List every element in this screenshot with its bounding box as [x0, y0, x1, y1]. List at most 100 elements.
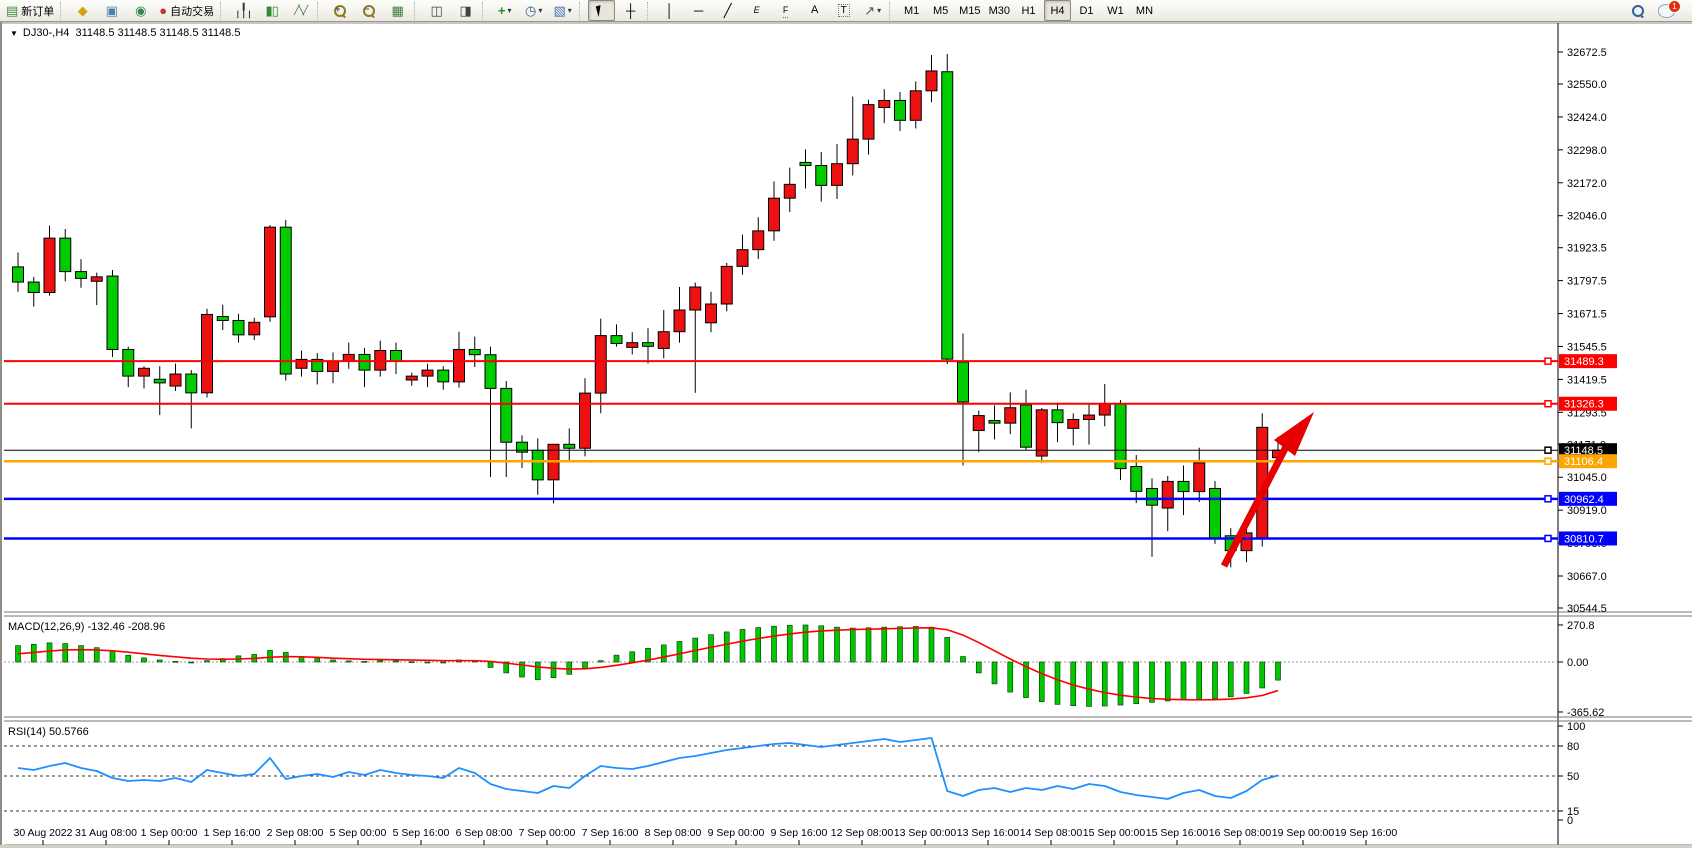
- timeframe-m5-button[interactable]: M5: [927, 0, 954, 21]
- tile-windows-button[interactable]: ▦: [384, 0, 411, 21]
- macd-histogram-bar: [881, 626, 888, 663]
- candle-body: [12, 266, 24, 283]
- timeframe-label: W1: [1107, 4, 1124, 17]
- chart-canvas[interactable]: 32672.5 32550.0 32424.0 32298.0 32172.0 32046…: [2, 22, 1692, 848]
- market-watch-button[interactable]: ◆: [69, 0, 96, 21]
- candle-body: [1051, 409, 1064, 424]
- candle: [295, 350, 308, 377]
- templates-button[interactable]: ▧ ▾: [549, 0, 576, 21]
- candle-body: [1035, 409, 1048, 457]
- candle: [972, 410, 985, 453]
- add-indicator-icon: +: [497, 3, 506, 18]
- macd-panel: [4, 624, 1558, 707]
- channel-tool-button[interactable]: E: [743, 0, 770, 21]
- horizontal-line-tool-button[interactable]: ─: [685, 0, 712, 21]
- trend-arrow-annotation[interactable]: [1220, 412, 1314, 568]
- line-handle[interactable]: [1544, 495, 1552, 503]
- signal-icon: ◉: [135, 3, 147, 18]
- timeframe-h4-button[interactable]: H4: [1043, 0, 1071, 21]
- text-tool-button[interactable]: A: [801, 0, 828, 21]
- candle-body: [689, 286, 702, 311]
- dropdown-caret-icon: ▾: [538, 6, 543, 15]
- dropdown-caret-icon: ▾: [507, 6, 512, 15]
- macd-histogram-bar: [1007, 661, 1014, 693]
- macd-histogram-bar: [46, 642, 53, 663]
- candle: [59, 229, 72, 282]
- candle-body: [216, 316, 229, 321]
- crosshair-tool-button[interactable]: ┼: [617, 0, 644, 21]
- candle-body: [1020, 404, 1032, 448]
- bar-chart-button[interactable]: ╷╿╷: [229, 0, 256, 21]
- line-chart-button[interactable]: ╱╲╱: [287, 0, 314, 21]
- macd-histogram-bar: [78, 645, 84, 663]
- candle-body: [1130, 466, 1143, 492]
- notifications-button[interactable]: 1: [1653, 0, 1681, 21]
- line-handle[interactable]: [1544, 446, 1552, 454]
- macd-histogram-bar: [834, 626, 840, 663]
- cursor-tool-button[interactable]: [588, 0, 616, 21]
- zoom-out-icon: −: [362, 4, 376, 17]
- price-badge-label: 30810.7: [1564, 533, 1604, 545]
- terminal-button[interactable]: ▣: [98, 0, 125, 21]
- candlestick-icon: ▮▯: [265, 3, 279, 18]
- candle-body: [138, 367, 150, 377]
- candle-body: [531, 449, 544, 481]
- candle: [1083, 402, 1095, 445]
- line-handle[interactable]: [1544, 357, 1552, 365]
- auto-trading-button[interactable]: ● 自动交易: [156, 0, 217, 21]
- timeframe-m30-button[interactable]: M30: [986, 0, 1013, 21]
- price-axis-label: 32550.0: [1567, 79, 1607, 91]
- indicators-button[interactable]: + ▾: [491, 0, 518, 21]
- candlestick-chart-button[interactable]: ▮▯: [258, 0, 285, 21]
- line-handle[interactable]: [1544, 534, 1552, 543]
- macd-histogram-bar: [1149, 661, 1155, 703]
- periods-button[interactable]: ◷ ▾: [520, 0, 547, 21]
- chart-dropdown-icon[interactable]: ▼: [10, 29, 18, 38]
- price-axis-label: 31419.5: [1567, 374, 1607, 386]
- timeframe-d1-button[interactable]: D1: [1073, 0, 1100, 21]
- price-badge: [1559, 454, 1617, 469]
- vertical-line-tool-button[interactable]: │: [656, 0, 683, 21]
- text-label-tool-button[interactable]: T: [830, 0, 857, 21]
- price-axis-label: 32424.0: [1567, 112, 1607, 124]
- zoom-out-button[interactable]: −: [355, 0, 382, 21]
- arrows-tool-button[interactable]: ↗ ▾: [859, 0, 886, 21]
- line-handle[interactable]: [1544, 457, 1552, 465]
- template-icon: ▧: [553, 3, 566, 18]
- candle-body: [579, 392, 591, 449]
- candle: [610, 324, 623, 347]
- zoom-in-button[interactable]: +: [326, 0, 353, 21]
- timeframe-w1-button[interactable]: W1: [1102, 0, 1129, 21]
- auto-scroll-button[interactable]: ◫: [423, 0, 450, 21]
- trendline-tool-button[interactable]: ╱: [714, 0, 741, 21]
- line-handle[interactable]: [1544, 399, 1552, 408]
- timeframe-m1-button[interactable]: M1: [898, 0, 925, 21]
- candle-body: [437, 369, 450, 383]
- timeframe-h1-button[interactable]: H1: [1015, 0, 1042, 21]
- candle: [201, 308, 213, 398]
- price-axis-label: 30919.0: [1567, 505, 1607, 517]
- new-order-button[interactable]: ▤ 新订单: [3, 0, 57, 21]
- fibonacci-tool-button[interactable]: F: [772, 0, 799, 21]
- candle: [1098, 383, 1111, 427]
- macd-histogram-bar: [1164, 661, 1171, 702]
- timeframe-mn-button[interactable]: MN: [1131, 0, 1158, 21]
- trendline-icon: ╱: [723, 3, 732, 18]
- signals-button[interactable]: ◉: [127, 0, 154, 21]
- search-button[interactable]: [1624, 0, 1651, 21]
- candle-body: [106, 275, 119, 350]
- candle-body: [75, 271, 87, 279]
- macd-histogram-bar: [204, 660, 210, 663]
- candle-body: [988, 420, 1001, 424]
- timeframe-m15-button[interactable]: M15: [956, 0, 983, 21]
- price-axis: 32672.5 32550.0 32424.0 32298.0 32172.0 32046…: [1558, 47, 1607, 615]
- macd-axis-label: 270.8: [1567, 620, 1595, 632]
- macd-histogram-bar: [802, 624, 809, 663]
- time-axis-label: 5 Sep 16:00: [393, 827, 450, 839]
- toolbar-separator: [889, 1, 895, 20]
- candle: [657, 310, 670, 359]
- macd-histogram-bar: [361, 661, 368, 663]
- chart-shift-button[interactable]: ◨: [452, 0, 479, 21]
- candle-body: [972, 415, 985, 431]
- candle: [579, 378, 591, 457]
